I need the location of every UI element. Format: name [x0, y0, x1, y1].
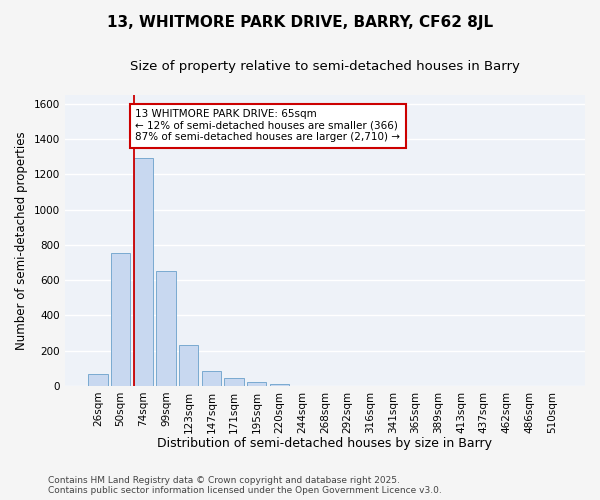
Y-axis label: Number of semi-detached properties: Number of semi-detached properties: [15, 131, 28, 350]
Bar: [134, 158, 153, 386]
Text: Contains HM Land Registry data © Crown copyright and database right 2025.
Contai: Contains HM Land Registry data © Crown c…: [48, 476, 442, 495]
Bar: [179, 346, 199, 386]
Bar: [157, 272, 176, 386]
Bar: [202, 371, 221, 386]
Bar: [247, 382, 266, 386]
Bar: [111, 253, 130, 386]
X-axis label: Distribution of semi-detached houses by size in Barry: Distribution of semi-detached houses by …: [157, 437, 493, 450]
Bar: [224, 378, 244, 386]
Text: 13, WHITMORE PARK DRIVE, BARRY, CF62 8JL: 13, WHITMORE PARK DRIVE, BARRY, CF62 8JL: [107, 15, 493, 30]
Text: 13 WHITMORE PARK DRIVE: 65sqm
← 12% of semi-detached houses are smaller (366)
87: 13 WHITMORE PARK DRIVE: 65sqm ← 12% of s…: [136, 109, 400, 142]
Bar: [270, 384, 289, 386]
Title: Size of property relative to semi-detached houses in Barry: Size of property relative to semi-detach…: [130, 60, 520, 73]
Bar: [88, 374, 107, 386]
